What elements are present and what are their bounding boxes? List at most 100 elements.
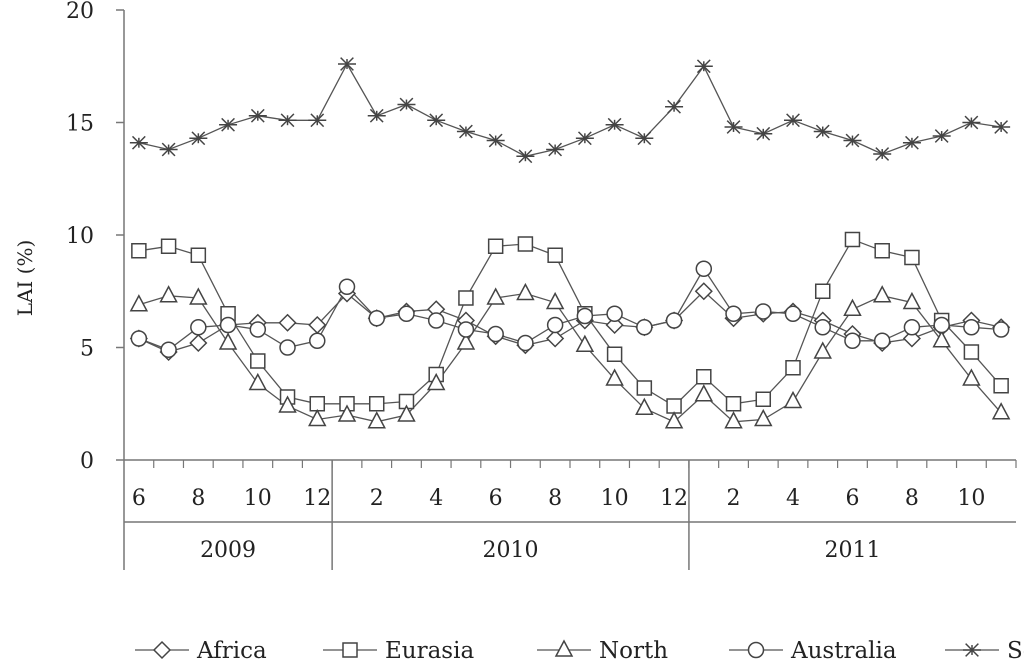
point-south	[843, 133, 862, 148]
point-north	[962, 368, 981, 386]
point-north	[426, 372, 446, 391]
point-eurasia	[904, 249, 920, 266]
x-month-label: 8	[548, 486, 562, 511]
point-eurasia	[785, 360, 801, 376]
point-eurasia	[458, 290, 474, 306]
point-africa	[605, 315, 624, 335]
x-month-label: 8	[191, 486, 205, 511]
x-month-label: 4	[429, 486, 443, 511]
point-south	[367, 108, 386, 123]
point-eurasia	[250, 353, 266, 369]
point-eurasia	[309, 396, 326, 412]
point-south	[486, 133, 505, 148]
point-north	[456, 332, 476, 350]
point-australia	[814, 319, 831, 336]
point-south	[962, 115, 981, 130]
point-north	[218, 332, 238, 350]
point-australia	[457, 321, 475, 338]
point-south	[397, 97, 416, 112]
point-australia	[963, 319, 980, 336]
point-australia	[665, 312, 683, 329]
x-month-label: 12	[660, 486, 688, 511]
point-australia	[487, 325, 504, 343]
point-australia	[606, 305, 623, 322]
point-south	[784, 113, 802, 128]
point-north	[754, 408, 773, 427]
point-north	[159, 285, 178, 303]
point-south	[694, 59, 713, 74]
point-north	[486, 287, 505, 305]
point-eurasia	[368, 396, 385, 412]
point-eurasia	[517, 236, 534, 252]
point-south	[427, 113, 446, 128]
point-australia	[576, 307, 594, 325]
point-eurasia	[487, 238, 504, 254]
y-axis-title: LAI (%)	[13, 240, 37, 317]
legend-marker-south	[963, 643, 981, 657]
point-south	[308, 113, 327, 128]
point-north	[635, 397, 654, 415]
point-eurasia	[844, 231, 861, 248]
point-south	[665, 99, 684, 114]
legend-label-north: North	[599, 638, 668, 660]
point-north	[189, 287, 208, 305]
point-north	[575, 334, 595, 352]
point-north	[991, 402, 1011, 420]
x-month-label: 12	[303, 486, 331, 511]
point-south	[456, 124, 475, 139]
point-north	[605, 368, 624, 386]
series-line-north	[138, 292, 1002, 423]
point-south	[516, 149, 535, 164]
point-north	[813, 341, 832, 359]
y-tick-label: 0	[80, 449, 94, 474]
point-eurasia	[190, 247, 207, 263]
point-australia	[160, 341, 177, 358]
point-africa	[694, 282, 713, 301]
point-north	[367, 411, 386, 429]
point-eurasia	[725, 396, 742, 412]
series-lines	[138, 62, 1002, 423]
point-south	[992, 120, 1011, 134]
point-eurasia	[160, 238, 177, 254]
point-eurasia	[131, 243, 147, 259]
point-south	[932, 129, 951, 143]
year-label: 2009	[200, 538, 256, 563]
point-australia	[784, 305, 802, 322]
point-south	[813, 124, 832, 139]
point-south	[219, 117, 238, 132]
x-month-label: 10	[601, 486, 629, 511]
series-markers	[129, 57, 1011, 429]
point-south	[248, 108, 267, 123]
point-australia	[368, 310, 385, 327]
point-eurasia	[993, 378, 1009, 394]
year-label: 2010	[483, 538, 539, 563]
point-south	[605, 117, 624, 132]
point-eurasia	[874, 243, 890, 259]
point-north	[516, 282, 535, 301]
x-month-label: 2	[370, 486, 384, 511]
point-australia	[546, 316, 564, 334]
point-africa	[278, 313, 297, 332]
x-month-label: 2	[727, 486, 741, 511]
point-south	[724, 120, 743, 134]
axes: 0 5 10 15 20 6 8 10 12 2 4 6 8 10 12 2 4 6 8 10 2009 2010 2011	[66, 0, 1017, 570]
point-africa	[546, 329, 565, 348]
point-north	[248, 372, 268, 391]
y-tick-label: 15	[66, 112, 94, 137]
point-north	[843, 298, 862, 316]
point-australia	[190, 319, 207, 336]
point-north	[783, 390, 803, 409]
y-tick-label: 10	[66, 224, 94, 249]
point-eurasia	[636, 380, 653, 396]
point-australia	[338, 278, 356, 295]
x-month-label: 6	[132, 486, 146, 511]
point-australia	[219, 316, 237, 334]
point-australia	[279, 339, 296, 356]
point-south	[754, 126, 773, 141]
series-line-south	[138, 62, 1002, 157]
point-south	[189, 131, 208, 146]
point-south	[873, 147, 892, 161]
point-eurasia	[696, 369, 712, 385]
point-south	[635, 131, 654, 146]
